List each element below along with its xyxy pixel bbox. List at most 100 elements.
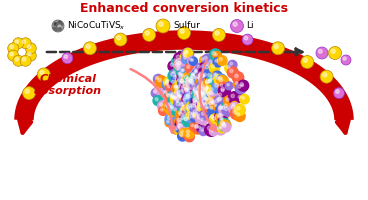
Circle shape	[204, 103, 207, 106]
Circle shape	[183, 113, 186, 116]
Circle shape	[170, 90, 179, 99]
Circle shape	[217, 124, 227, 133]
Circle shape	[186, 74, 198, 86]
Circle shape	[192, 102, 195, 104]
Circle shape	[208, 79, 212, 83]
Circle shape	[170, 94, 174, 98]
Circle shape	[198, 77, 201, 80]
Circle shape	[170, 63, 173, 66]
Circle shape	[176, 116, 187, 127]
Circle shape	[230, 62, 233, 65]
Circle shape	[222, 105, 234, 116]
Circle shape	[184, 92, 196, 105]
Circle shape	[199, 90, 202, 94]
Circle shape	[176, 100, 178, 102]
Circle shape	[86, 44, 90, 49]
Circle shape	[196, 74, 206, 85]
Circle shape	[177, 110, 189, 122]
Circle shape	[199, 72, 202, 76]
Circle shape	[181, 85, 194, 98]
Circle shape	[205, 101, 208, 104]
Circle shape	[336, 90, 339, 93]
Circle shape	[218, 116, 227, 125]
Circle shape	[184, 79, 191, 87]
Circle shape	[165, 80, 169, 84]
Circle shape	[204, 60, 214, 71]
Circle shape	[84, 42, 96, 55]
Circle shape	[194, 92, 197, 95]
Circle shape	[58, 23, 61, 26]
Circle shape	[224, 107, 228, 110]
Text: Enhanced conversion kinetics: Enhanced conversion kinetics	[80, 2, 288, 15]
Circle shape	[164, 92, 173, 100]
Circle shape	[187, 94, 190, 96]
Circle shape	[194, 71, 197, 74]
Circle shape	[274, 44, 278, 49]
Circle shape	[201, 58, 204, 60]
Circle shape	[173, 127, 180, 134]
Circle shape	[195, 93, 207, 105]
Circle shape	[208, 97, 210, 99]
Circle shape	[155, 98, 158, 101]
Circle shape	[181, 82, 193, 94]
Circle shape	[173, 99, 186, 112]
Text: NiCoCuTiVS$_x$: NiCoCuTiVS$_x$	[67, 20, 126, 32]
Circle shape	[213, 96, 224, 108]
Circle shape	[201, 85, 204, 88]
Circle shape	[201, 71, 212, 82]
Circle shape	[180, 124, 183, 126]
Circle shape	[22, 57, 26, 61]
Circle shape	[177, 118, 180, 122]
Circle shape	[217, 97, 221, 101]
Circle shape	[187, 89, 197, 99]
Circle shape	[343, 57, 346, 60]
Circle shape	[193, 89, 196, 92]
Circle shape	[198, 90, 201, 93]
Circle shape	[194, 98, 197, 101]
Circle shape	[177, 66, 180, 70]
Circle shape	[156, 19, 170, 33]
Circle shape	[194, 105, 205, 115]
Circle shape	[244, 36, 248, 40]
Circle shape	[181, 105, 190, 114]
Circle shape	[56, 24, 59, 26]
Circle shape	[22, 87, 36, 100]
Circle shape	[193, 75, 201, 83]
Circle shape	[171, 80, 174, 83]
Circle shape	[192, 98, 196, 102]
Circle shape	[220, 106, 222, 109]
Circle shape	[199, 56, 208, 65]
Circle shape	[171, 57, 182, 67]
Circle shape	[170, 93, 172, 95]
Circle shape	[183, 110, 186, 112]
Circle shape	[195, 70, 198, 73]
Circle shape	[52, 20, 64, 32]
Circle shape	[199, 90, 208, 99]
Circle shape	[198, 92, 201, 95]
Circle shape	[209, 100, 219, 109]
Circle shape	[178, 111, 182, 114]
Circle shape	[202, 84, 214, 97]
Circle shape	[165, 119, 173, 127]
Circle shape	[181, 130, 183, 133]
Circle shape	[233, 110, 237, 114]
Circle shape	[210, 115, 213, 118]
Circle shape	[171, 106, 173, 109]
Circle shape	[184, 91, 194, 101]
Circle shape	[202, 64, 205, 68]
Circle shape	[164, 92, 175, 102]
Circle shape	[179, 95, 182, 97]
Circle shape	[37, 68, 50, 81]
Circle shape	[228, 60, 237, 69]
Circle shape	[212, 71, 220, 80]
Circle shape	[175, 118, 187, 130]
Circle shape	[197, 91, 200, 95]
Circle shape	[165, 82, 168, 85]
Circle shape	[183, 84, 187, 88]
Circle shape	[242, 96, 245, 99]
Circle shape	[22, 40, 26, 43]
Circle shape	[190, 82, 200, 91]
Circle shape	[186, 86, 194, 94]
Circle shape	[175, 76, 186, 87]
Circle shape	[190, 123, 197, 130]
